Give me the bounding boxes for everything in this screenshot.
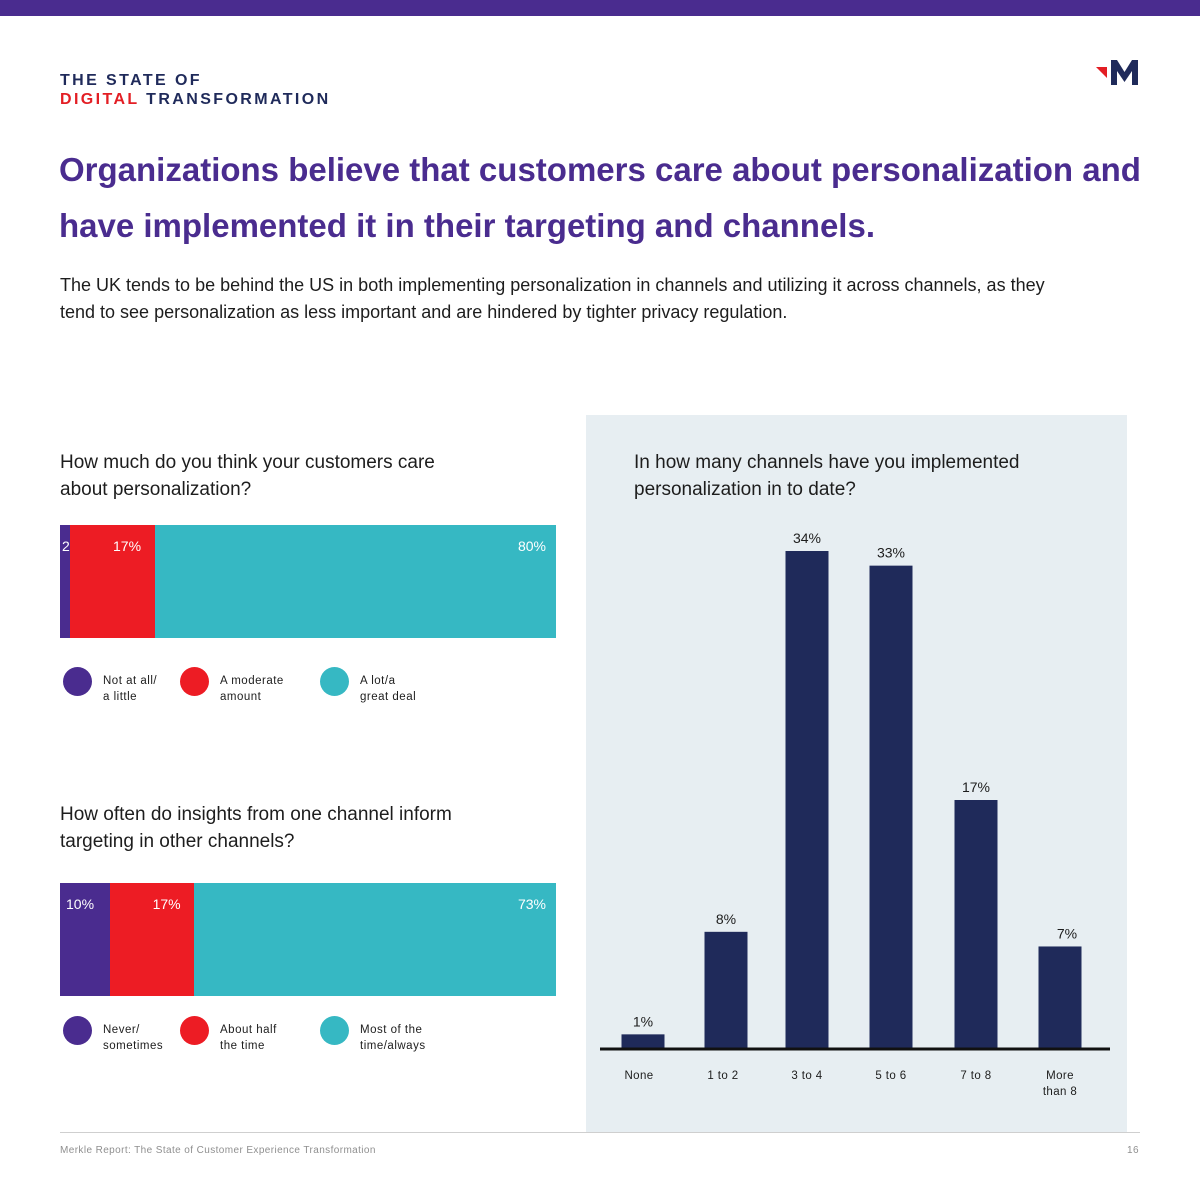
legend-label: Most of the time/always — [360, 1024, 426, 1052]
bar-value-label: 34% — [793, 530, 821, 546]
segment-value-label: 80% — [517, 538, 546, 554]
stacked-segment-3: 80% — [155, 525, 556, 638]
stacked-segment-2: 17% — [70, 525, 156, 638]
bar-value-label: 33% — [877, 545, 905, 561]
stacked-segment-3: 73% — [193, 883, 556, 996]
legend-label: Not at all/ a little — [103, 675, 158, 703]
legend-swatch — [320, 667, 349, 696]
category-label: More than 8 — [1043, 1070, 1077, 1098]
chart1-legend: Not at all/ a little A moderate amount A l… — [63, 667, 432, 705]
page-headline: Organizations believe that customers car… — [59, 151, 1141, 244]
brand-rest-words: TRANSFORMATION — [139, 91, 331, 108]
brand-line-1: THE STATE OF — [60, 72, 202, 89]
legend-label: A moderate amount — [220, 675, 284, 703]
chart2-legend: Never/ sometimes About half the time Most … — [63, 1016, 442, 1054]
channel-bar — [704, 931, 748, 1049]
legend-label: About half the time — [220, 1024, 277, 1052]
category-label: 1 to 2 — [707, 1070, 738, 1082]
stacked-segment-1: 2% — [60, 525, 82, 638]
brand-accent-word: DIGITAL — [60, 91, 140, 108]
category-label: 3 to 4 — [791, 1070, 822, 1082]
bar-value-label: 8% — [716, 911, 736, 927]
legend-item: Not at all/ a little — [63, 667, 164, 705]
legend-swatch — [63, 667, 92, 696]
category-label: 5 to 6 — [875, 1070, 906, 1082]
stacked-segment-1: 10% — [60, 883, 110, 996]
segment-value-label: 17% — [152, 896, 181, 912]
legend-item: A lot/a great deal — [320, 667, 416, 705]
legend-swatch — [63, 1016, 92, 1045]
legend-swatch — [180, 1016, 209, 1045]
channel-bar — [785, 551, 829, 1049]
bar-value-label: 17% — [962, 779, 990, 795]
channels-chart-panel — [586, 415, 1127, 1133]
stacked-bar-insights-frequency: 10% 17% 73% — [60, 883, 556, 996]
bar-value-label: 1% — [633, 1013, 653, 1029]
category-label: None — [624, 1070, 653, 1082]
channel-bar — [621, 1034, 665, 1049]
chart3-question: In how many channels have you implemente… — [634, 452, 1020, 500]
stacked-segment-2: 17% — [109, 883, 194, 996]
merkle-logo-icon — [1096, 60, 1138, 85]
page-number: 16 — [1127, 1145, 1139, 1156]
brand-line-2: DIGITAL TRANSFORMATION — [60, 90, 331, 109]
legend-label: A lot/a great deal — [360, 675, 417, 703]
channel-bar — [1038, 946, 1082, 1049]
channels-bar-chart: 1% None 8% 1 to 2 34% 3 to 4 33% 5 to 6 17% 7 to … — [600, 530, 1110, 1098]
legend-item: Never/ sometimes — [63, 1016, 164, 1054]
legend-item: About half the time — [180, 1016, 304, 1054]
bar-value-label: 7% — [1057, 925, 1077, 941]
segment-value-label: 17% — [113, 538, 142, 554]
report-brand: THE STATE OF DIGITAL TRANSFORMATION — [60, 71, 331, 109]
stacked-bar-customer-care: 2% 17% 80% — [60, 525, 556, 638]
intro-paragraph: The UK tends to be behind the US in both… — [60, 275, 1045, 322]
segment-value-label: 10% — [66, 896, 95, 912]
segment-value-label: 73% — [517, 896, 546, 912]
top-accent-bar — [0, 0, 1200, 16]
legend-item: Most of the time/always — [320, 1016, 426, 1054]
legend-swatch — [180, 667, 209, 696]
footer-rule — [60, 1132, 1140, 1133]
channel-bar — [869, 565, 913, 1049]
footer-source: Merkle Report: The State of Customer Exp… — [60, 1145, 376, 1156]
legend-item: A moderate amount — [180, 667, 304, 705]
legend-swatch — [320, 1016, 349, 1045]
chart2-question: How often do insights from one channel i… — [60, 804, 452, 852]
channel-bar — [954, 800, 998, 1049]
legend-label: Never/ sometimes — [103, 1024, 164, 1052]
chart1-question: How much do you think your customers car… — [60, 452, 435, 500]
category-label: 7 to 8 — [960, 1070, 991, 1082]
